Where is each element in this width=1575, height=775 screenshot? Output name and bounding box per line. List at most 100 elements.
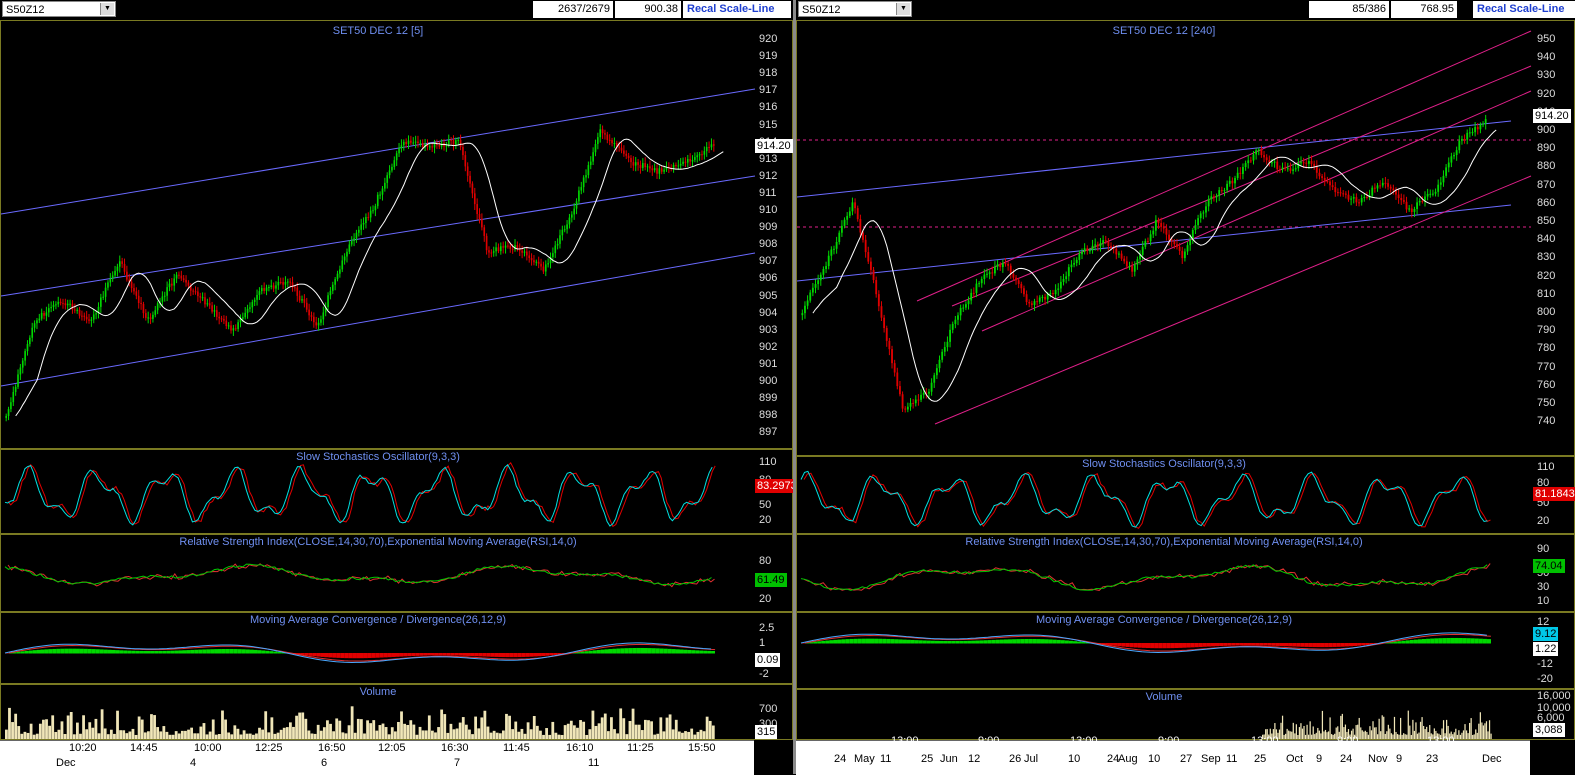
right-macd-panel[interactable]: Moving Average Convergence / Divergence(… [796,612,1575,689]
right-macd-histogram-bar [801,643,806,644]
left-price-tick: 916 [759,101,778,114]
left-volume-bar [94,718,98,739]
left-macd-histogram-bar [482,653,487,657]
right-volume-bar [1453,732,1455,739]
right-price-tick: 760 [1537,378,1556,391]
right-stoch-title: Slow Stochastics Oscillator(9,3,3) [1082,458,1246,470]
right-candle-body [1379,185,1382,187]
left-stoch-panel[interactable]: Slow Stochastics Oscillator(9,3,3) 110 8… [0,449,799,534]
right-macd-histogram-bar [1426,638,1431,644]
right-volume-bar [1364,730,1366,739]
left-macd-histogram-bar [434,653,439,656]
left-volume-bar [307,730,311,739]
left-candle-body [694,157,696,160]
right-macd-histogram-bar [813,641,818,644]
right-date-label: Oct [1286,753,1304,765]
left-macd-histogram-bar [371,653,376,658]
left-candle-body [215,310,218,317]
right-candle-body [891,349,893,364]
left-stoch-tick: 50 [759,499,772,511]
right-candle-body [1154,219,1157,231]
left-volume-bar [674,719,678,739]
right-candle-body [1479,124,1482,130]
left-volume-panel[interactable]: Volume 700 300 315 [0,684,793,740]
left-macd-panel[interactable]: Moving Average Convergence / Divergence(… [0,612,793,684]
left-volume-bar [588,729,592,739]
right-macd-histogram-bar [1292,643,1297,647]
right-macd-histogram-bar [1072,641,1077,644]
right-candle-body [967,300,970,305]
left-volume-bar [270,717,274,739]
right-candle-body [1004,263,1007,265]
right-volume-bar [1409,725,1411,739]
right-candle-body [1329,181,1331,186]
left-candle-body [303,299,306,303]
right-volume-bar [1459,734,1462,739]
left-macd-histogram-bar [76,648,80,654]
left-symbol-select[interactable]: S50Z12 ▼ [2,1,116,17]
right-recal-scale-button[interactable]: Recal Scale-Line [1473,1,1575,18]
right-stoch-panel[interactable]: Slow Stochastics Oscillator(9,3,3) 110 8… [796,456,1575,534]
left-candle-body [189,285,192,291]
left-volume-bar [372,720,376,739]
right-candle-body [1405,201,1408,210]
left-recal-scale-button[interactable]: Recal Scale-Line [683,1,791,18]
right-volume-bar [1363,731,1365,739]
left-candle-body [566,224,568,230]
left-volume-bar [427,715,431,739]
right-macd-histogram-bar [1016,639,1021,644]
right-volume-bar [1335,727,1337,739]
right-candle-body [869,261,872,270]
right-volume-bar [1318,730,1320,739]
right-macd-histogram-bar [1150,643,1155,649]
right-volume-bar [1292,722,1294,739]
right-volume-panel[interactable]: Volume 16,000 10,000 6,000 3,088 [796,689,1575,740]
left-candle-body [317,322,320,326]
left-rsi-panel[interactable]: Relative Strength Index(CLOSE,14,30,70),… [0,534,793,612]
left-chart-pane[interactable]: S50Z12 ▼ 2637/2679 900.38 Recal Scale-Li… [0,0,799,775]
right-channel-line [981,90,1532,332]
right-macd-histogram-bar [991,639,996,644]
right-volume-axis: 16,000 10,000 6,000 [1533,690,1571,739]
left-candle-body [502,246,505,248]
right-price-panel[interactable]: SET50 DEC 12 [240] 950940930920910900890… [796,20,1575,456]
left-macd-histogram-bar [143,650,147,654]
left-macd-histogram-bar [490,653,495,657]
left-candle-body [31,327,34,338]
right-volume-bar [1286,728,1288,739]
right-date-label: Nov [1368,753,1388,765]
left-candle-body [260,288,263,292]
right-volume-bar [1392,734,1394,739]
left-candle-body [547,263,549,265]
left-macd-histogram-bar [383,653,388,658]
right-candle-body [1347,194,1350,200]
dropdown-arrow-icon[interactable]: ▼ [100,3,114,15]
left-macd-histogram-bar [505,653,510,658]
right-chart-pane[interactable]: S50Z12 ▼ 85/386 768.95 Recal Scale-Line … [796,0,1575,775]
right-date-label: 24 [834,753,847,765]
left-macd-histogram-bar [99,649,104,654]
right-volume-bar [1271,733,1273,739]
left-candle-body [481,218,483,228]
left-volume-bar [440,709,444,739]
right-candle-body [809,292,812,301]
right-rsi-panel[interactable]: Relative Strength Index(CLOSE,14,30,70),… [796,534,1575,612]
left-candle-body [251,302,254,308]
left-volume-bar [409,720,413,739]
right-candle-body [1260,149,1263,156]
right-candle-body [1104,240,1107,242]
pane-divider[interactable] [793,0,796,774]
right-volume-bar [1485,721,1488,739]
right-candle-body [1323,177,1326,181]
right-price-tick: 930 [1537,69,1556,82]
left-volume-bar [177,733,181,739]
dropdown-arrow-icon[interactable]: ▼ [896,3,910,15]
right-symbol-select[interactable]: S50Z12 ▼ [798,1,912,17]
left-volume-bar [464,724,468,739]
right-macd-histogram-bar [1434,638,1439,644]
left-volume-bar [218,734,221,739]
right-candle-body [1234,178,1236,184]
right-macd-histogram-bar [1210,643,1215,647]
left-candle-body [384,182,386,189]
left-price-panel[interactable]: SET50 DEC 12 [5] 92091991891791691591491… [0,20,793,449]
